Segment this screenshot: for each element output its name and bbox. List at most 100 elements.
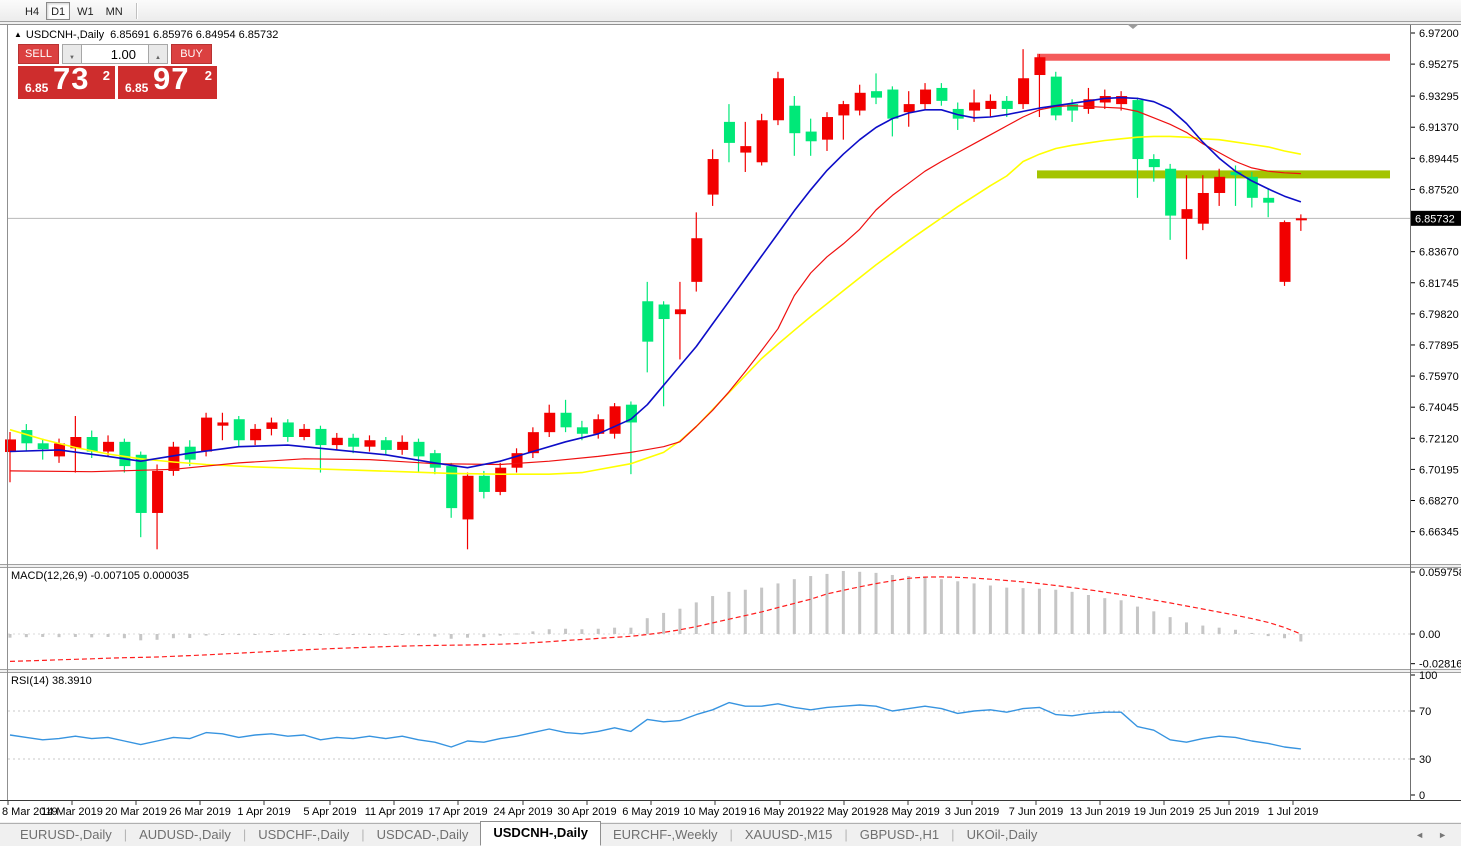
macd-histogram-bar xyxy=(482,634,486,638)
macd-histogram-bar xyxy=(1201,625,1205,634)
rsi-tick-label: 0 xyxy=(1419,790,1425,802)
candle-body xyxy=(936,87,948,101)
candle-body xyxy=(348,437,360,447)
collapse-triangle-icon[interactable]: ▲ xyxy=(14,30,22,39)
macd-histogram-bar xyxy=(1005,587,1009,634)
macd-histogram-bar xyxy=(1299,634,1303,642)
date-tick-label: 7 Jun 2019 xyxy=(1009,806,1063,818)
toolbar-separator xyxy=(135,2,138,19)
macd-histogram-bar xyxy=(1266,634,1270,637)
volume-down-icon: ▼ xyxy=(69,54,75,61)
candle-body xyxy=(380,440,392,450)
buy-button[interactable]: BUY xyxy=(171,44,212,64)
candle-body xyxy=(838,104,850,116)
ma-fast-blue-line xyxy=(9,96,1302,469)
sell-price-display[interactable]: 6.85 73 2 xyxy=(18,61,115,99)
tab-ukoil[interactable]: UKOil-,Daily xyxy=(966,826,1038,842)
macd-histogram-bar xyxy=(825,573,829,634)
date-tick-label: 6 May 2019 xyxy=(622,806,679,818)
tabs-scroll-left-icon[interactable]: ◄ xyxy=(1415,829,1425,840)
date-tick-label: 26 Mar 2019 xyxy=(169,806,231,818)
candle-body xyxy=(952,108,964,119)
date-tick-label: 5 Apr 2019 xyxy=(303,806,356,818)
buy-price-display[interactable]: 6.85 97 2 xyxy=(118,61,217,99)
support-band[interactable] xyxy=(1037,170,1390,179)
macd-pane xyxy=(8,570,1410,662)
price-tick-label: 6.77895 xyxy=(1419,340,1459,352)
tabs-scroll-right-icon[interactable]: ► xyxy=(1438,829,1447,840)
candle-body xyxy=(903,104,915,113)
timeframe-button-d1[interactable]: D1 xyxy=(46,1,71,20)
date-tick-label: 20 Mar 2019 xyxy=(105,806,167,818)
macd-histogram-bar xyxy=(8,634,12,638)
tab-gbpusd[interactable]: GBPUSD-,H1 xyxy=(859,826,940,842)
date-tick-label: 28 May 2019 xyxy=(876,806,940,818)
chart-menu-handle-icon[interactable] xyxy=(1127,24,1139,29)
date-tick-label: 16 May 2019 xyxy=(748,806,812,818)
date-tick-label: 19 Jun 2019 xyxy=(1134,806,1195,818)
price-axis[interactable]: 6.97200 6.95275 6.93295 6.91370 6.89445 6.875… xyxy=(1411,28,1461,802)
tab-xauusd[interactable]: XAUUSD-,M15 xyxy=(744,826,833,842)
macd-histogram-bar xyxy=(711,596,715,634)
candle-body xyxy=(315,428,327,446)
candle-body xyxy=(593,419,605,434)
volume-up-button[interactable]: ▲ xyxy=(148,44,168,64)
macd-histogram-bar xyxy=(792,579,796,634)
tab-audusd[interactable]: AUDUSD-,Daily xyxy=(139,826,231,842)
tab-eurusd[interactable]: EURUSD-,Daily xyxy=(20,826,112,842)
candle-body xyxy=(822,117,833,140)
candle-body xyxy=(625,404,637,423)
candle-body xyxy=(1099,96,1111,103)
tab-usdcnh[interactable]: USDCNH-,Daily xyxy=(480,821,601,846)
macd-histogram-bar xyxy=(629,627,633,634)
price-tick-label: 6.66345 xyxy=(1419,527,1459,539)
pane-splitter-1[interactable] xyxy=(0,564,1461,568)
timeframe-button-h4[interactable]: H4 xyxy=(20,2,44,20)
candle-body xyxy=(495,467,507,492)
tab-usdchf[interactable]: USDCHF-,Daily xyxy=(258,826,350,842)
sell-price-prefix: 6.85 xyxy=(25,81,49,95)
macd-histogram-bar xyxy=(367,634,371,635)
candle-body xyxy=(446,466,458,509)
candle-body xyxy=(331,437,343,446)
macd-histogram-bar xyxy=(776,583,780,634)
macd-histogram-bar xyxy=(1234,629,1237,634)
macd-histogram-bar xyxy=(907,576,911,634)
candle-body xyxy=(201,417,213,452)
macd-histogram-bar xyxy=(417,634,420,636)
tab-separator: | xyxy=(361,827,365,842)
macd-histogram-bar xyxy=(220,634,224,635)
macd-histogram-bar xyxy=(106,634,110,637)
macd-histogram-bar xyxy=(727,591,731,634)
volume-input[interactable] xyxy=(82,44,148,64)
macd-histogram-bar xyxy=(498,634,502,636)
candle-body xyxy=(1148,159,1160,168)
resistance-band[interactable] xyxy=(1037,53,1390,61)
timeframe-toolbar: H4 D1 W1 MN xyxy=(0,0,1461,22)
candles-layer xyxy=(5,49,1307,550)
macd-histogram-bar xyxy=(1054,589,1058,634)
sell-button[interactable]: SELL xyxy=(18,44,59,64)
timeframe-button-mn[interactable]: MN xyxy=(101,2,128,20)
candle-body xyxy=(805,131,817,142)
pane-splitter-2[interactable] xyxy=(0,669,1461,673)
buy-price-sup: 2 xyxy=(204,68,212,83)
tab-eurchf[interactable]: EURCHF-,Weekly xyxy=(613,826,718,842)
date-tick-label: 14 Mar 2019 xyxy=(41,806,103,818)
macd-histogram-bar xyxy=(318,634,322,635)
timeframe-button-w1[interactable]: W1 xyxy=(72,2,99,20)
candle-body xyxy=(1050,76,1062,116)
macd-histogram-bar xyxy=(531,631,535,634)
chart-title: ▲ USDCNH-,Daily 6.85691 6.85976 6.84954 6.… xyxy=(14,29,278,41)
macd-histogram-bar xyxy=(890,574,894,634)
candle-body xyxy=(233,419,245,441)
macd-histogram-bar xyxy=(466,634,470,638)
date-tick-label: 30 Apr 2019 xyxy=(557,806,616,818)
candle-body xyxy=(70,437,82,449)
date-tick-label: 1 Jul 2019 xyxy=(1268,806,1319,818)
tab-usdcad[interactable]: USDCAD-,Daily xyxy=(376,826,469,842)
volume-down-button[interactable]: ▼ xyxy=(62,44,82,64)
buy-price-big: 97 xyxy=(153,61,190,96)
